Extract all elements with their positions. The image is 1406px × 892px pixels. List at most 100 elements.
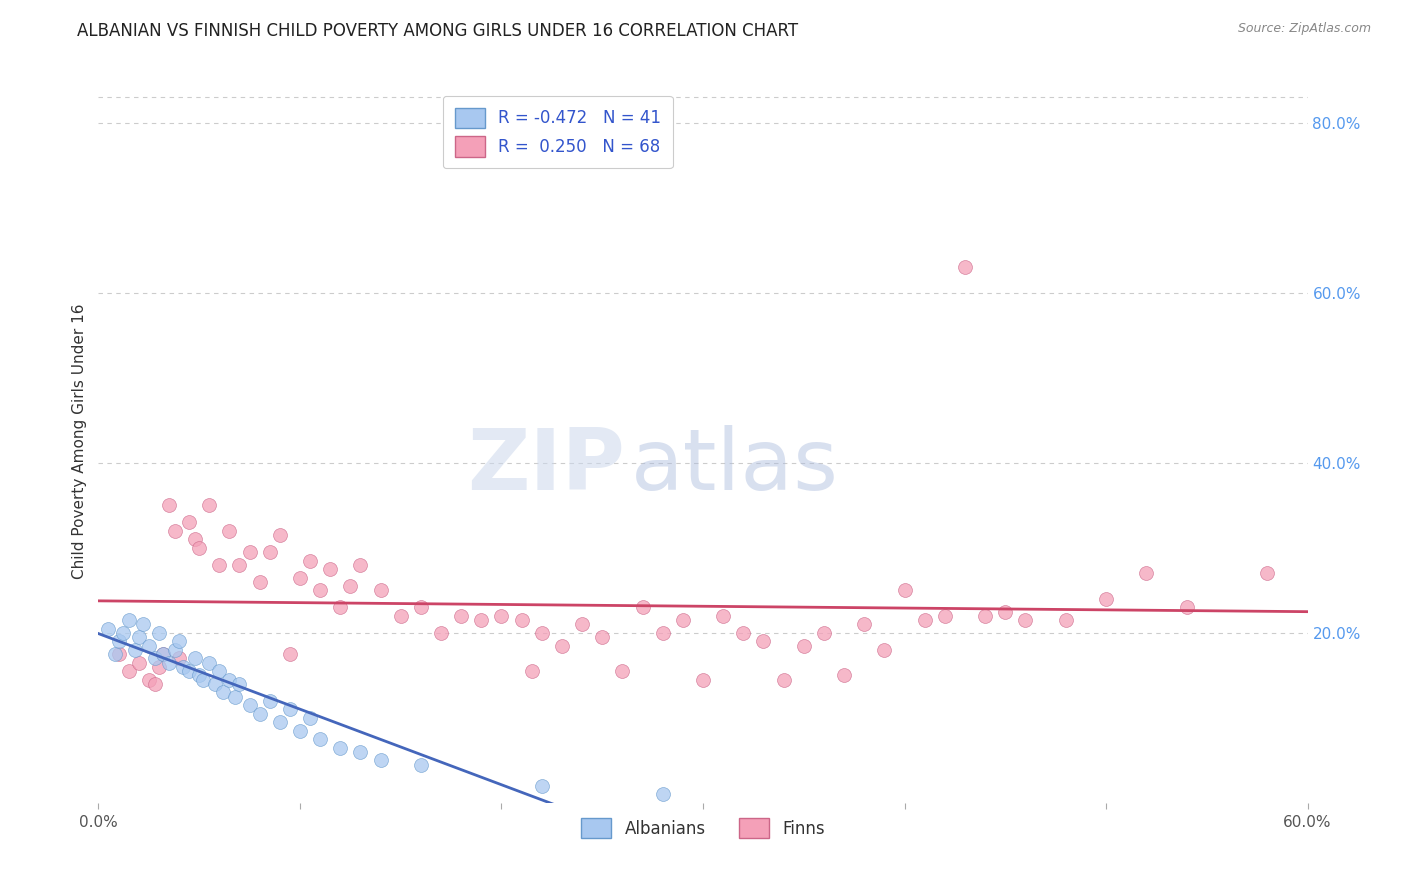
Point [612,664,634,678]
Point [813,625,835,640]
Point [339,579,361,593]
Point [329,740,352,755]
Point [591,630,613,644]
Point [530,625,553,640]
Point [853,617,876,632]
Point [259,694,281,708]
Point [319,562,342,576]
Point [551,639,574,653]
Legend: Albanians, Finns: Albanians, Finns [575,812,831,845]
Point [520,664,543,678]
Point [733,625,755,640]
Point [249,574,271,589]
Point [711,608,734,623]
Point [208,664,231,678]
Point [1095,591,1118,606]
Point [208,558,231,572]
Point [832,668,855,682]
Point [953,260,976,275]
Point [118,613,141,627]
Point [179,664,201,678]
Point [692,673,714,687]
Point [430,625,453,640]
Point [1135,566,1157,581]
Point [188,541,211,555]
Point [128,630,150,644]
Point [163,642,186,657]
Text: Source: ZipAtlas.com: Source: ZipAtlas.com [1237,22,1371,36]
Y-axis label: Child Poverty Among Girls Under 16: Child Poverty Among Girls Under 16 [72,304,87,579]
Point [1014,613,1036,627]
Point [974,608,997,623]
Point [239,545,262,559]
Point [97,622,120,636]
Point [218,524,240,538]
Text: ALBANIAN VS FINNISH CHILD POVERTY AMONG GIRLS UNDER 16 CORRELATION CHART: ALBANIAN VS FINNISH CHILD POVERTY AMONG … [77,22,799,40]
Point [278,702,301,716]
Point [470,613,492,627]
Point [224,690,246,704]
Point [288,570,311,584]
Point [288,723,311,738]
Point [934,608,956,623]
Point [651,625,673,640]
Point [269,528,291,542]
Point [103,647,125,661]
Point [1256,566,1278,581]
Point [138,673,160,687]
Point [259,545,281,559]
Point [772,673,794,687]
Point [873,642,896,657]
Point [184,651,207,665]
Point [118,664,141,678]
Point [163,524,186,538]
Point [198,656,221,670]
Point [1054,613,1077,627]
Point [409,600,432,615]
Point [148,625,170,640]
Point [132,617,155,632]
Point [198,498,221,512]
Point [893,583,915,598]
Point [651,787,673,801]
Point [450,608,472,623]
Point [107,634,129,648]
Point [631,600,654,615]
Point [111,625,134,640]
Point [152,647,174,661]
Point [269,714,291,729]
Point [157,656,180,670]
Point [370,753,392,767]
Point [510,613,533,627]
Point [239,698,262,712]
Point [793,639,815,653]
Point [228,558,250,572]
Point [309,732,332,747]
Point [124,642,146,657]
Point [167,634,190,648]
Text: ZIP: ZIP [467,425,624,508]
Point [299,711,322,725]
Point [299,553,322,567]
Point [179,516,201,530]
Point [278,647,301,661]
Point [389,608,412,623]
Point [370,583,392,598]
Point [157,498,180,512]
Point [143,651,166,665]
Point [349,745,371,759]
Point [138,639,160,653]
Point [249,706,271,721]
Point [143,677,166,691]
Point [1175,600,1198,615]
Point [193,673,215,687]
Point [571,617,593,632]
Point [914,613,936,627]
Point [218,673,240,687]
Point [172,660,194,674]
Point [167,651,190,665]
Point [994,605,1017,619]
Point [228,677,250,691]
Point [349,558,371,572]
Point [530,779,553,793]
